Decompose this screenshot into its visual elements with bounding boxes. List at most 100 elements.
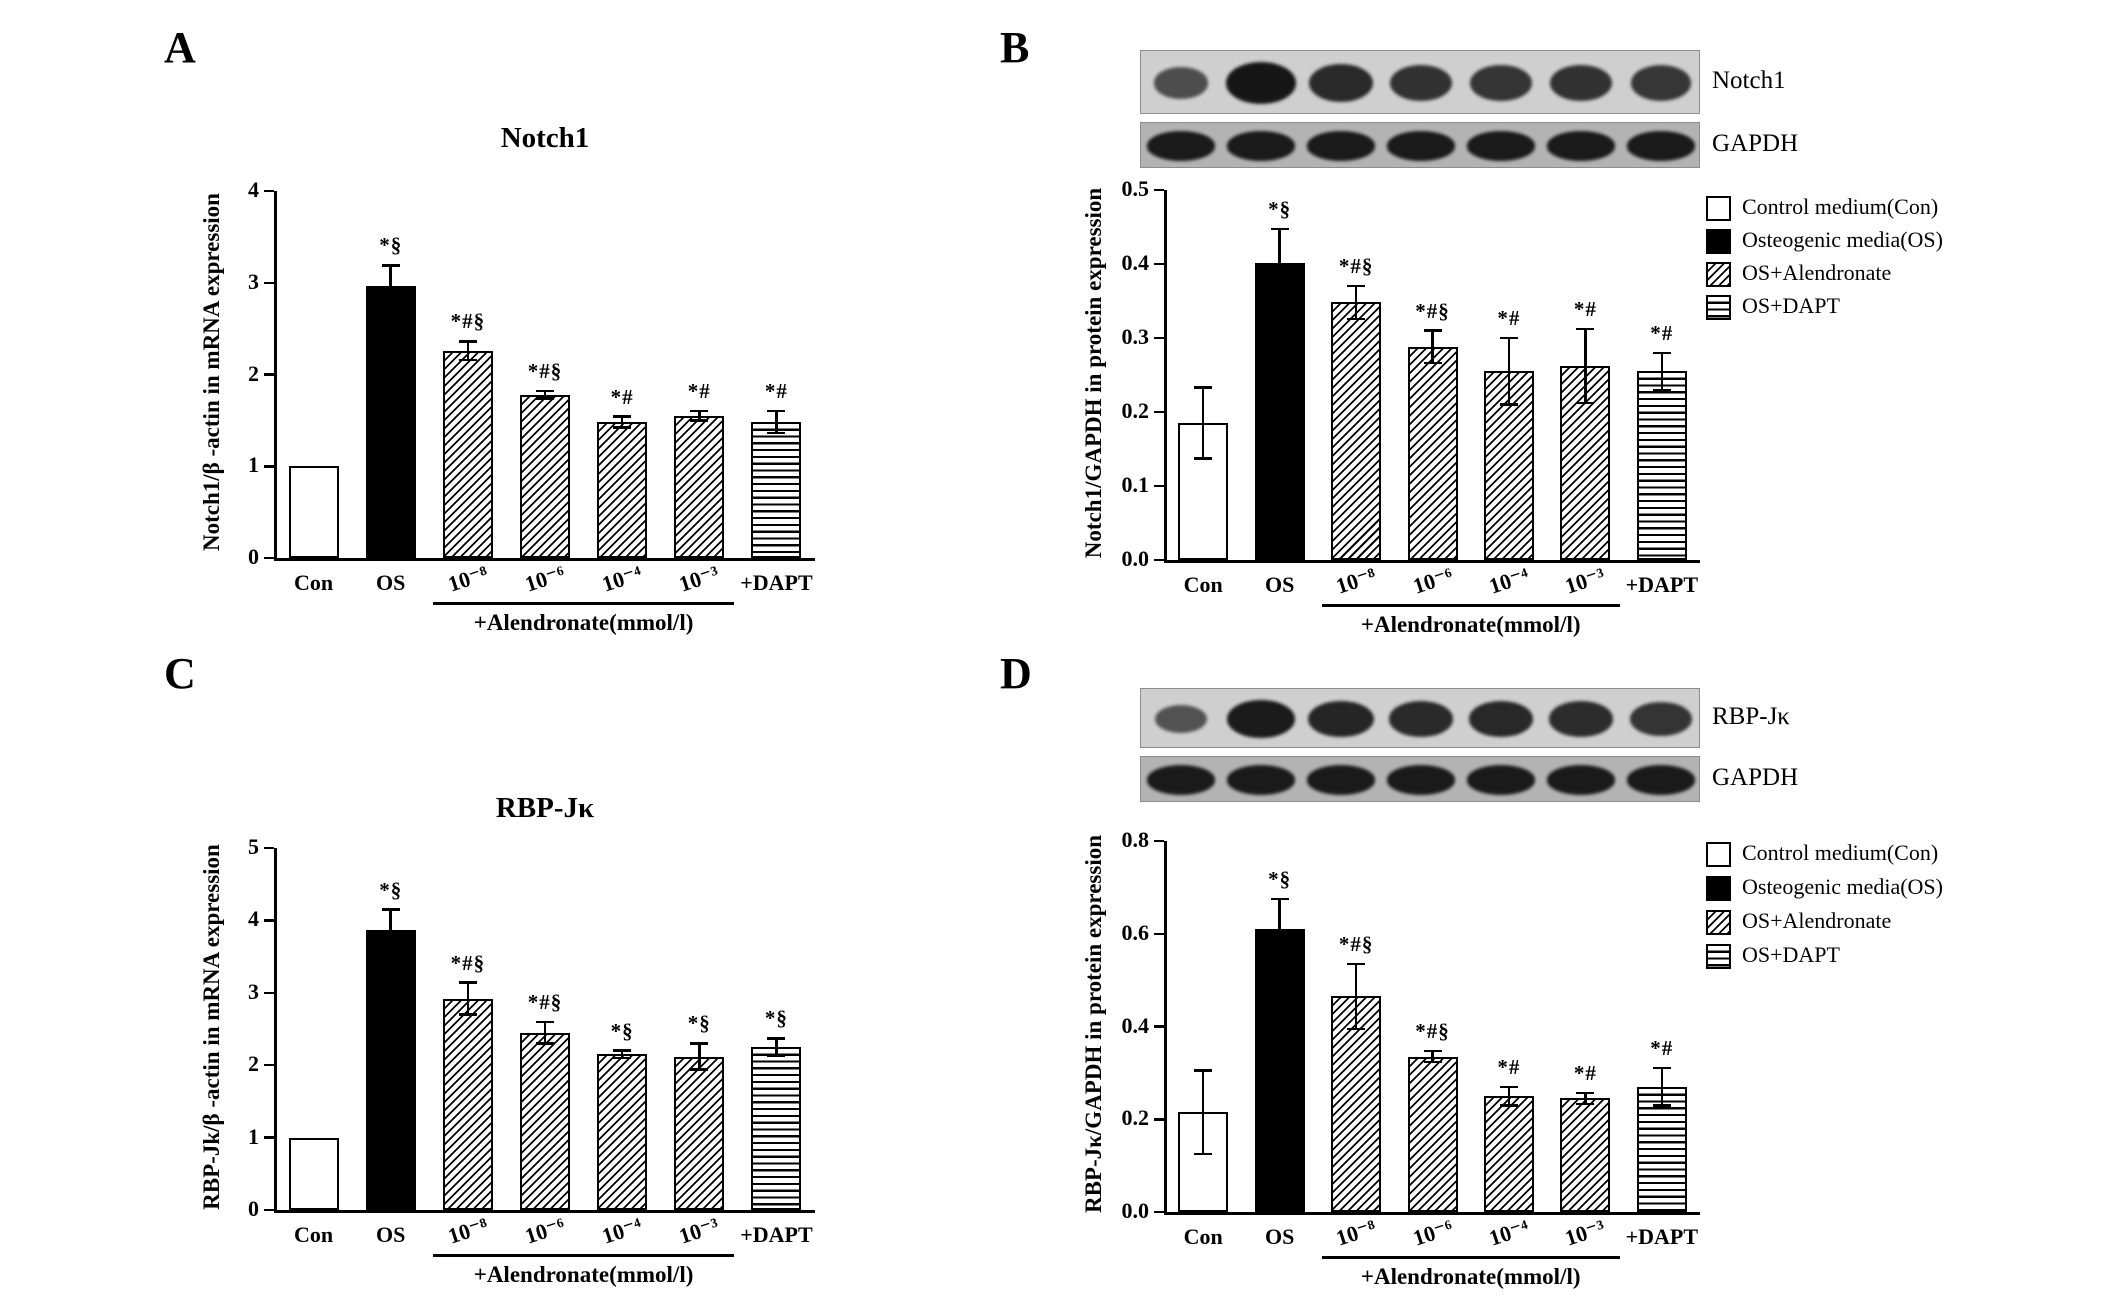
error-bar-line (466, 341, 470, 360)
blot-band (1470, 65, 1532, 101)
error-bar-cap-top (767, 409, 786, 413)
error-bar-cap-top (536, 389, 554, 393)
legend-label: OS+DAPT (1742, 942, 1840, 967)
blot-band (1225, 62, 1297, 104)
blot-band (1308, 64, 1374, 102)
significance-annotation: *#§ (450, 950, 486, 975)
x-tick-label-1: OS (376, 570, 406, 595)
error-bar-cap-top (690, 1042, 709, 1045)
error-bar-cap-top (536, 1020, 554, 1023)
error-bar-cap-top (1270, 897, 1289, 901)
error-bar-cap-top (1499, 336, 1518, 340)
y-tick (264, 1063, 274, 1067)
bar-+DAPT (1636, 1086, 1687, 1212)
western-blot-strip-Notch1 (1140, 50, 1700, 114)
error-bar-cap-bottom (767, 431, 786, 435)
error-bar-cap-bottom (1194, 457, 1213, 460)
error-bar-line (543, 1021, 547, 1044)
error-bar-cap-bottom (1194, 1152, 1213, 1156)
panel-letter-a: A (164, 23, 196, 72)
error-bar-cap-bottom (1652, 388, 1671, 392)
blot-band (1146, 765, 1216, 795)
legend-swatch-diagonal-hatch (1706, 910, 1731, 935)
significance-annotation: *§ (610, 1018, 634, 1043)
y-tick-label: 3 (248, 268, 259, 294)
bar-Con (288, 1137, 339, 1210)
bar-10⁻⁴ (597, 1054, 648, 1210)
x-tick-label-6: +DAPT (1625, 1224, 1698, 1249)
y-axis-label-C: RBP-Jk/β -actin in mRNA expression (199, 844, 224, 1210)
significance-annotation: *§ (379, 233, 403, 258)
significance-annotation: *#§ (1338, 931, 1374, 956)
y-tick (1154, 1118, 1164, 1121)
legend-swatch-open (1706, 196, 1731, 221)
bar-OS (1254, 929, 1305, 1212)
error-bar-cap-top (613, 415, 632, 418)
blot-band (1388, 701, 1454, 737)
error-bar-cap-bottom (536, 1042, 554, 1045)
y-axis-A (273, 191, 277, 561)
x-tick-label-0: Con (294, 1222, 334, 1247)
blot-band (1546, 131, 1616, 161)
significance-annotation: *#§ (527, 989, 563, 1014)
error-bar-cap-top (1652, 351, 1671, 355)
significance-annotation: *# (610, 384, 634, 409)
x-tick-label-1: OS (376, 1222, 406, 1247)
x-axis-A (273, 558, 815, 561)
error-bar-line (620, 1050, 624, 1058)
significance-annotation: *#§ (1338, 254, 1374, 279)
error-bar-line (1201, 1070, 1205, 1155)
blot-band (1550, 64, 1612, 102)
error-bar-line (698, 1043, 701, 1070)
x-tick-label-6: +DAPT (1625, 572, 1698, 597)
error-bar-cap-top (1347, 962, 1366, 966)
significance-annotation: *# (1497, 306, 1521, 330)
bar-10⁻⁸ (442, 998, 493, 1210)
error-bar-cap-top (1423, 329, 1442, 332)
y-tick-label: 5 (248, 834, 259, 859)
y-tick (1154, 558, 1164, 562)
legend-swatch-diagonal-hatch (1706, 262, 1731, 287)
y-tick-label: 0.8 (1121, 827, 1150, 852)
error-bar-line (1584, 329, 1587, 404)
y-axis-D (1163, 841, 1167, 1215)
error-bar-line (1660, 352, 1664, 390)
error-bar-cap-bottom (1576, 1102, 1595, 1106)
significance-annotation: *#§ (1415, 1019, 1450, 1044)
error-bar-line (1660, 1068, 1664, 1106)
blot-band (1146, 131, 1216, 161)
bar-+DAPT (751, 422, 802, 558)
y-tick-label: 0 (248, 544, 259, 569)
blot-band (1468, 701, 1534, 737)
y-tick-label: 1 (248, 1123, 259, 1149)
blot-band (1546, 765, 1616, 795)
bar-10⁻⁶ (520, 1032, 570, 1210)
y-axis-B (1163, 190, 1167, 563)
error-bar-line (389, 265, 392, 306)
bar-Con (1178, 1112, 1229, 1212)
error-bar-line (1431, 1051, 1434, 1063)
y-tick-label: 0.5 (1121, 176, 1150, 201)
error-bar-cap-top (613, 1049, 632, 1052)
error-bar-line (389, 909, 392, 951)
error-bar-line (1354, 963, 1358, 1029)
bar-10⁻³ (674, 1056, 725, 1210)
legend-label: Osteogenic media(OS) (1742, 874, 1943, 899)
legend-label: Osteogenic media(OS) (1742, 227, 1943, 252)
error-bar-cap-bottom (767, 1054, 786, 1058)
bar-10⁻⁶ (1407, 346, 1458, 560)
x-axis-D (1163, 1212, 1700, 1215)
x-axis-B (1163, 560, 1700, 563)
y-tick-label: 0 (248, 1196, 259, 1221)
y-tick (264, 919, 274, 922)
alendronate-group-line (1321, 1256, 1620, 1259)
error-bar-cap-bottom (381, 304, 400, 307)
significance-annotation: *# (764, 379, 788, 404)
significance-annotation: *# (1650, 320, 1674, 345)
blot-band (1154, 704, 1208, 734)
y-tick-label: 0.0 (1121, 546, 1150, 571)
error-bar-cap-top (690, 409, 709, 413)
y-tick-label: 0.1 (1121, 472, 1150, 497)
y-tick (1154, 1210, 1164, 1214)
y-tick-label: 4 (248, 906, 259, 932)
